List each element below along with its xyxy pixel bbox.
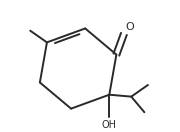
Text: OH: OH xyxy=(102,120,117,130)
Text: O: O xyxy=(126,22,134,32)
